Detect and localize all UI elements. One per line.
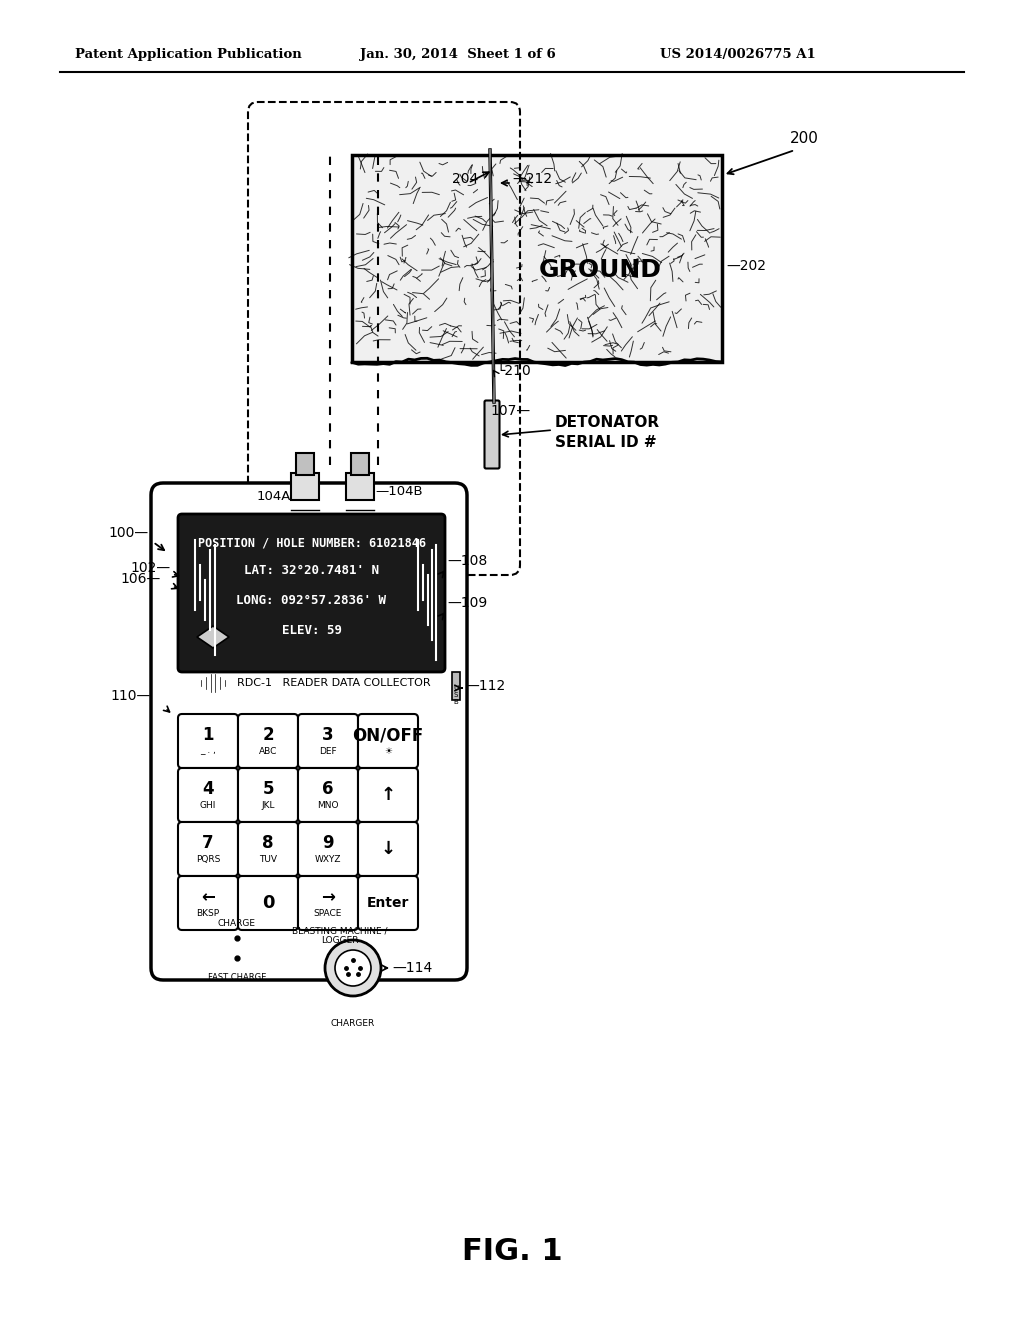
Text: 110—: 110—	[110, 689, 151, 704]
Text: —112: —112	[465, 678, 505, 693]
Text: ↑: ↑	[381, 785, 395, 804]
Text: ☀: ☀	[384, 747, 392, 755]
Text: Jan. 30, 2014  Sheet 1 of 6: Jan. 30, 2014 Sheet 1 of 6	[360, 48, 556, 61]
Text: RDC-1   READER DATA COLLECTOR: RDC-1 READER DATA COLLECTOR	[237, 678, 431, 688]
FancyBboxPatch shape	[151, 483, 467, 979]
Text: PQRS: PQRS	[196, 854, 220, 863]
Bar	[352, 154, 722, 362]
FancyBboxPatch shape	[484, 400, 500, 469]
Text: JKL: JKL	[261, 801, 274, 809]
Text: CHARGE: CHARGE	[218, 920, 256, 928]
Text: Enter: Enter	[367, 896, 410, 909]
Text: 1: 1	[203, 726, 214, 744]
Text: 100—: 100—	[108, 525, 148, 540]
Text: ↓: ↓	[381, 840, 395, 858]
FancyBboxPatch shape	[178, 513, 445, 672]
Text: US 2014/0026775 A1: US 2014/0026775 A1	[660, 48, 816, 61]
Text: →: →	[322, 888, 335, 907]
Text: POSITION / HOLE NUMBER: 61021846: POSITION / HOLE NUMBER: 61021846	[198, 536, 426, 549]
FancyBboxPatch shape	[358, 822, 418, 876]
Text: —202: —202	[726, 259, 766, 273]
Bar	[351, 453, 369, 475]
Text: 107—: 107—	[490, 404, 530, 418]
Text: BLASTING MACHINE /
LOGGER: BLASTING MACHINE / LOGGER	[292, 927, 388, 945]
Bar	[346, 473, 374, 500]
Polygon shape	[197, 626, 229, 648]
Bar	[452, 672, 460, 700]
FancyBboxPatch shape	[298, 714, 358, 768]
Text: FIG. 1: FIG. 1	[462, 1238, 562, 1266]
Text: WXYZ: WXYZ	[314, 854, 341, 863]
Text: CHARGER: CHARGER	[331, 1019, 375, 1028]
Text: DETONATOR
SERIAL ID #: DETONATOR SERIAL ID #	[555, 414, 660, 450]
Text: 6: 6	[323, 780, 334, 799]
FancyBboxPatch shape	[178, 876, 238, 931]
FancyBboxPatch shape	[298, 822, 358, 876]
Text: 200: 200	[790, 131, 819, 147]
Text: 0: 0	[262, 894, 274, 912]
FancyBboxPatch shape	[238, 714, 298, 768]
Text: 104A: 104A	[257, 490, 292, 503]
Text: ABC: ABC	[259, 747, 278, 755]
Text: 2: 2	[262, 726, 273, 744]
FancyBboxPatch shape	[358, 768, 418, 822]
Text: TUV: TUV	[259, 854, 278, 863]
Text: —104B: —104B	[375, 484, 423, 498]
FancyBboxPatch shape	[238, 876, 298, 931]
Text: GHI: GHI	[200, 801, 216, 809]
Text: GROUND: GROUND	[539, 257, 662, 282]
Text: BKSP: BKSP	[197, 908, 219, 917]
Text: 102—: 102—	[130, 561, 170, 576]
Text: FAST CHARGE: FAST CHARGE	[208, 974, 266, 982]
Text: LONG: 092°57.2836' W: LONG: 092°57.2836' W	[237, 594, 386, 606]
Text: _ . ,: _ . ,	[200, 747, 216, 755]
FancyBboxPatch shape	[358, 714, 418, 768]
Text: DEF: DEF	[319, 747, 337, 755]
Text: 9: 9	[323, 834, 334, 853]
Text: 8: 8	[262, 834, 273, 853]
Text: LAT: 32°20.7481' N: LAT: 32°20.7481' N	[244, 564, 379, 577]
Text: 204: 204	[452, 172, 478, 186]
Text: ←: ←	[201, 888, 215, 907]
Text: SPACE: SPACE	[313, 908, 342, 917]
FancyBboxPatch shape	[238, 768, 298, 822]
FancyBboxPatch shape	[178, 822, 238, 876]
Circle shape	[325, 940, 381, 997]
FancyBboxPatch shape	[178, 714, 238, 768]
Circle shape	[335, 950, 371, 986]
FancyBboxPatch shape	[358, 876, 418, 931]
Text: —212: —212	[512, 172, 552, 186]
Text: U
S
B: U S B	[454, 685, 459, 705]
Text: Patent Application Publication: Patent Application Publication	[75, 48, 302, 61]
Bar	[296, 453, 314, 475]
FancyBboxPatch shape	[298, 876, 358, 931]
Text: —108: —108	[447, 554, 487, 568]
Text: —109: —109	[447, 597, 487, 610]
Text: MNO: MNO	[317, 801, 339, 809]
FancyBboxPatch shape	[298, 768, 358, 822]
Text: 106—: 106—	[120, 572, 160, 586]
Bar	[291, 473, 319, 500]
Text: 3: 3	[323, 726, 334, 744]
Text: ON/OFF: ON/OFF	[352, 726, 424, 744]
Text: 7: 7	[202, 834, 214, 853]
Text: ELEV: 59: ELEV: 59	[282, 623, 341, 636]
FancyBboxPatch shape	[178, 768, 238, 822]
Text: └210: └210	[496, 364, 530, 378]
Text: 5: 5	[262, 780, 273, 799]
Text: —114: —114	[392, 961, 432, 975]
Text: 4: 4	[202, 780, 214, 799]
FancyBboxPatch shape	[238, 822, 298, 876]
